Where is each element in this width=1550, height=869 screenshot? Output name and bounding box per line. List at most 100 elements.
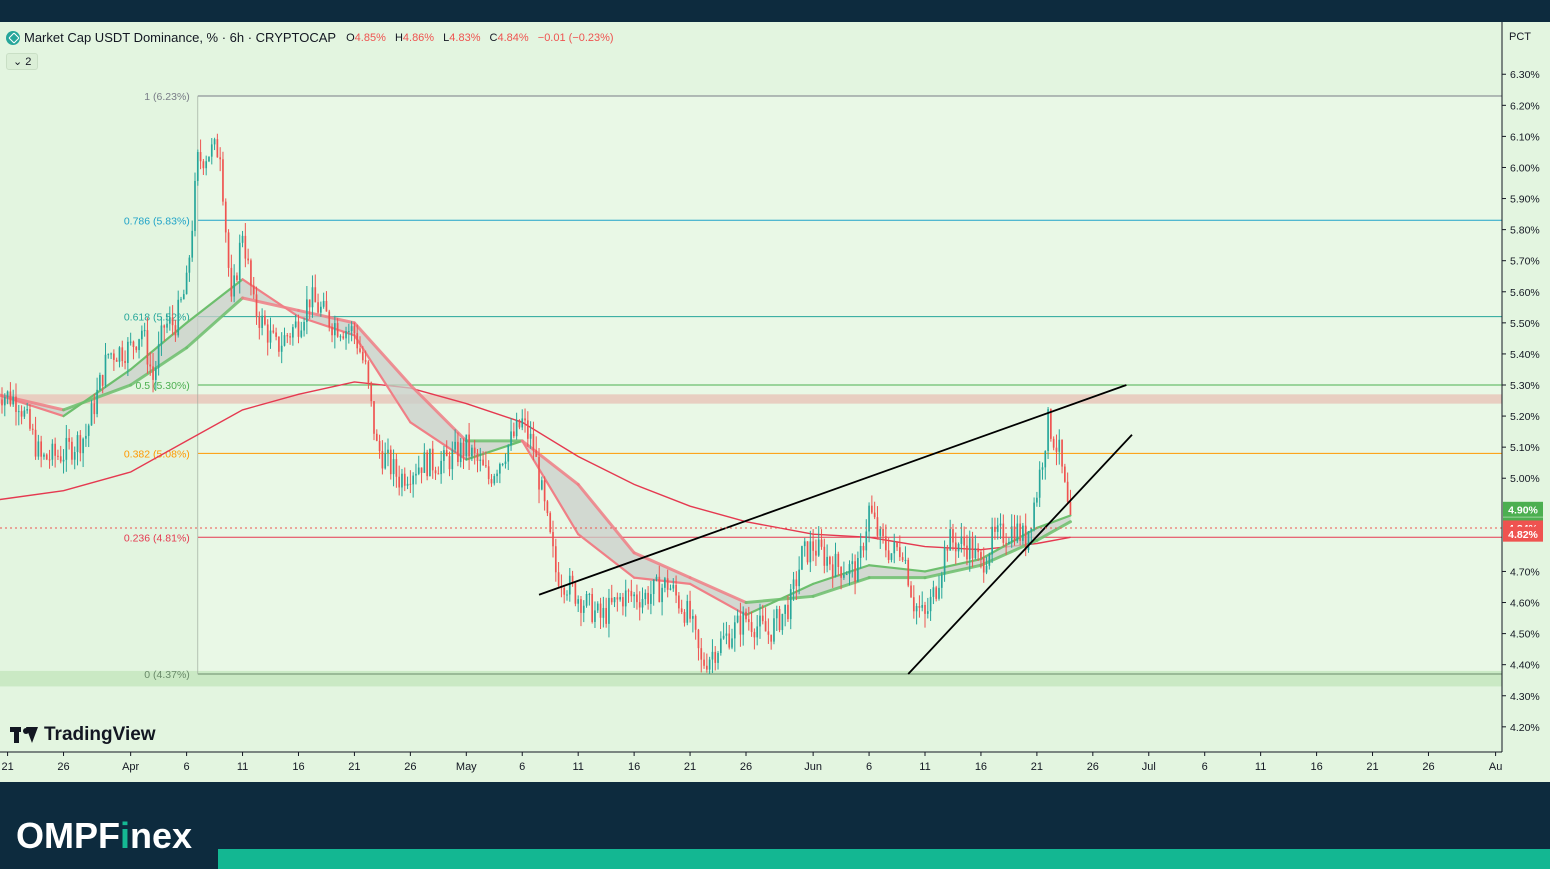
candle-body bbox=[233, 275, 235, 297]
axis-unit-label[interactable]: PCT bbox=[1509, 31, 1531, 43]
candle-body bbox=[747, 619, 750, 623]
candle-body bbox=[149, 364, 152, 367]
ribbon-slow-segment bbox=[241, 296, 300, 312]
candle-body bbox=[574, 582, 577, 604]
candle-body bbox=[110, 353, 112, 355]
candle-body bbox=[518, 420, 521, 428]
candle-body bbox=[389, 449, 392, 475]
candle-body bbox=[113, 353, 115, 360]
candle-body bbox=[322, 300, 325, 307]
candle-body bbox=[93, 403, 96, 415]
candle-body bbox=[854, 561, 856, 582]
candle-body bbox=[946, 547, 949, 551]
candle-body bbox=[915, 606, 918, 612]
candle-body bbox=[96, 389, 98, 415]
chart-panel[interactable]: 1 (6.23%) 0.786 (5.83%) 0.618 (5.52%) 0.5 (… bbox=[0, 22, 1550, 782]
candle-body bbox=[219, 157, 222, 160]
ribbon-slow-segment bbox=[576, 482, 636, 555]
candle-body bbox=[490, 479, 493, 484]
candle-body bbox=[938, 587, 940, 599]
candle-body bbox=[980, 552, 982, 559]
candle-body bbox=[1041, 467, 1044, 470]
candle-body bbox=[1064, 466, 1066, 482]
candle-body bbox=[40, 441, 42, 457]
candle-body bbox=[143, 330, 146, 332]
chart-canvas[interactable]: 1 (6.23%) 0.786 (5.83%) 0.618 (5.52%) 0.5 (… bbox=[0, 22, 1550, 782]
candle-body bbox=[843, 574, 845, 578]
candle-body bbox=[45, 454, 48, 460]
trendline bbox=[538, 384, 1127, 596]
candle-body bbox=[580, 599, 582, 613]
time-tick-label: 16 bbox=[975, 761, 987, 773]
candle-body bbox=[591, 593, 594, 622]
candle-body bbox=[552, 531, 554, 547]
candle-body bbox=[647, 592, 649, 604]
candle-body bbox=[79, 435, 82, 454]
candle-body bbox=[683, 612, 686, 623]
candle-body bbox=[311, 287, 314, 308]
candle-body bbox=[904, 559, 907, 561]
candle-body bbox=[180, 299, 182, 301]
candle-body bbox=[202, 161, 205, 169]
candle-body bbox=[317, 302, 319, 313]
candle-body bbox=[926, 611, 929, 614]
candle-body bbox=[375, 433, 378, 441]
candle-body bbox=[331, 326, 333, 336]
candle-body bbox=[711, 651, 714, 660]
candle-body bbox=[613, 597, 616, 603]
candle-body bbox=[205, 161, 208, 169]
candle-body bbox=[1002, 523, 1005, 543]
candle-body bbox=[166, 323, 168, 328]
candle-body bbox=[238, 242, 241, 281]
candle-body bbox=[773, 618, 775, 642]
candle-body bbox=[141, 330, 143, 340]
candle-body bbox=[236, 275, 238, 281]
candle-body bbox=[1047, 409, 1049, 452]
candle-body bbox=[487, 466, 490, 480]
candle-body bbox=[912, 597, 915, 612]
time-tick-label: 11 bbox=[1255, 761, 1266, 773]
candle-body bbox=[196, 152, 199, 181]
candle-body bbox=[689, 600, 691, 619]
candle-body bbox=[851, 561, 854, 565]
candle-body bbox=[815, 550, 817, 556]
candle-body bbox=[806, 541, 809, 563]
candle-body bbox=[392, 459, 395, 475]
indicators-toggle[interactable]: ⌄ 2 bbox=[6, 53, 39, 70]
candle-body bbox=[31, 428, 34, 430]
indicator-count: 2 bbox=[25, 56, 32, 68]
ribbon-fast-segment bbox=[1035, 514, 1072, 530]
candle-body bbox=[837, 553, 840, 567]
time-tick-label: May bbox=[456, 761, 477, 773]
candle-body bbox=[608, 597, 610, 624]
candle-body bbox=[994, 526, 996, 532]
ribbon-fast-segment bbox=[297, 315, 356, 337]
candle-body bbox=[759, 615, 761, 627]
candle-body bbox=[602, 607, 605, 618]
candle-body bbox=[501, 463, 504, 465]
price-tick-label: 5.80% bbox=[1510, 225, 1540, 237]
candle-body bbox=[510, 431, 512, 446]
candle-body bbox=[669, 588, 672, 590]
open-value: 4.85% bbox=[354, 31, 386, 44]
brand-accent: i bbox=[120, 815, 131, 856]
tradingview-icon bbox=[10, 727, 38, 743]
brand-right: nex bbox=[130, 815, 193, 856]
candle-body bbox=[258, 316, 261, 328]
candle-body bbox=[968, 538, 971, 560]
fib-label: 1 (6.23%) bbox=[144, 91, 190, 103]
candle-body bbox=[817, 539, 820, 556]
candle-body bbox=[706, 665, 708, 670]
candle-body bbox=[252, 285, 255, 295]
price-tick-label: 6.10% bbox=[1510, 131, 1540, 143]
candle-body bbox=[325, 300, 328, 312]
candle-body bbox=[85, 435, 87, 439]
candle-body bbox=[644, 592, 647, 600]
candle-body bbox=[655, 576, 658, 580]
candle-body bbox=[787, 604, 789, 620]
candle-body bbox=[1016, 523, 1019, 542]
candle-body bbox=[619, 597, 621, 600]
low-key: L bbox=[443, 31, 450, 44]
candle-body bbox=[255, 294, 258, 317]
candle-body bbox=[513, 431, 515, 437]
